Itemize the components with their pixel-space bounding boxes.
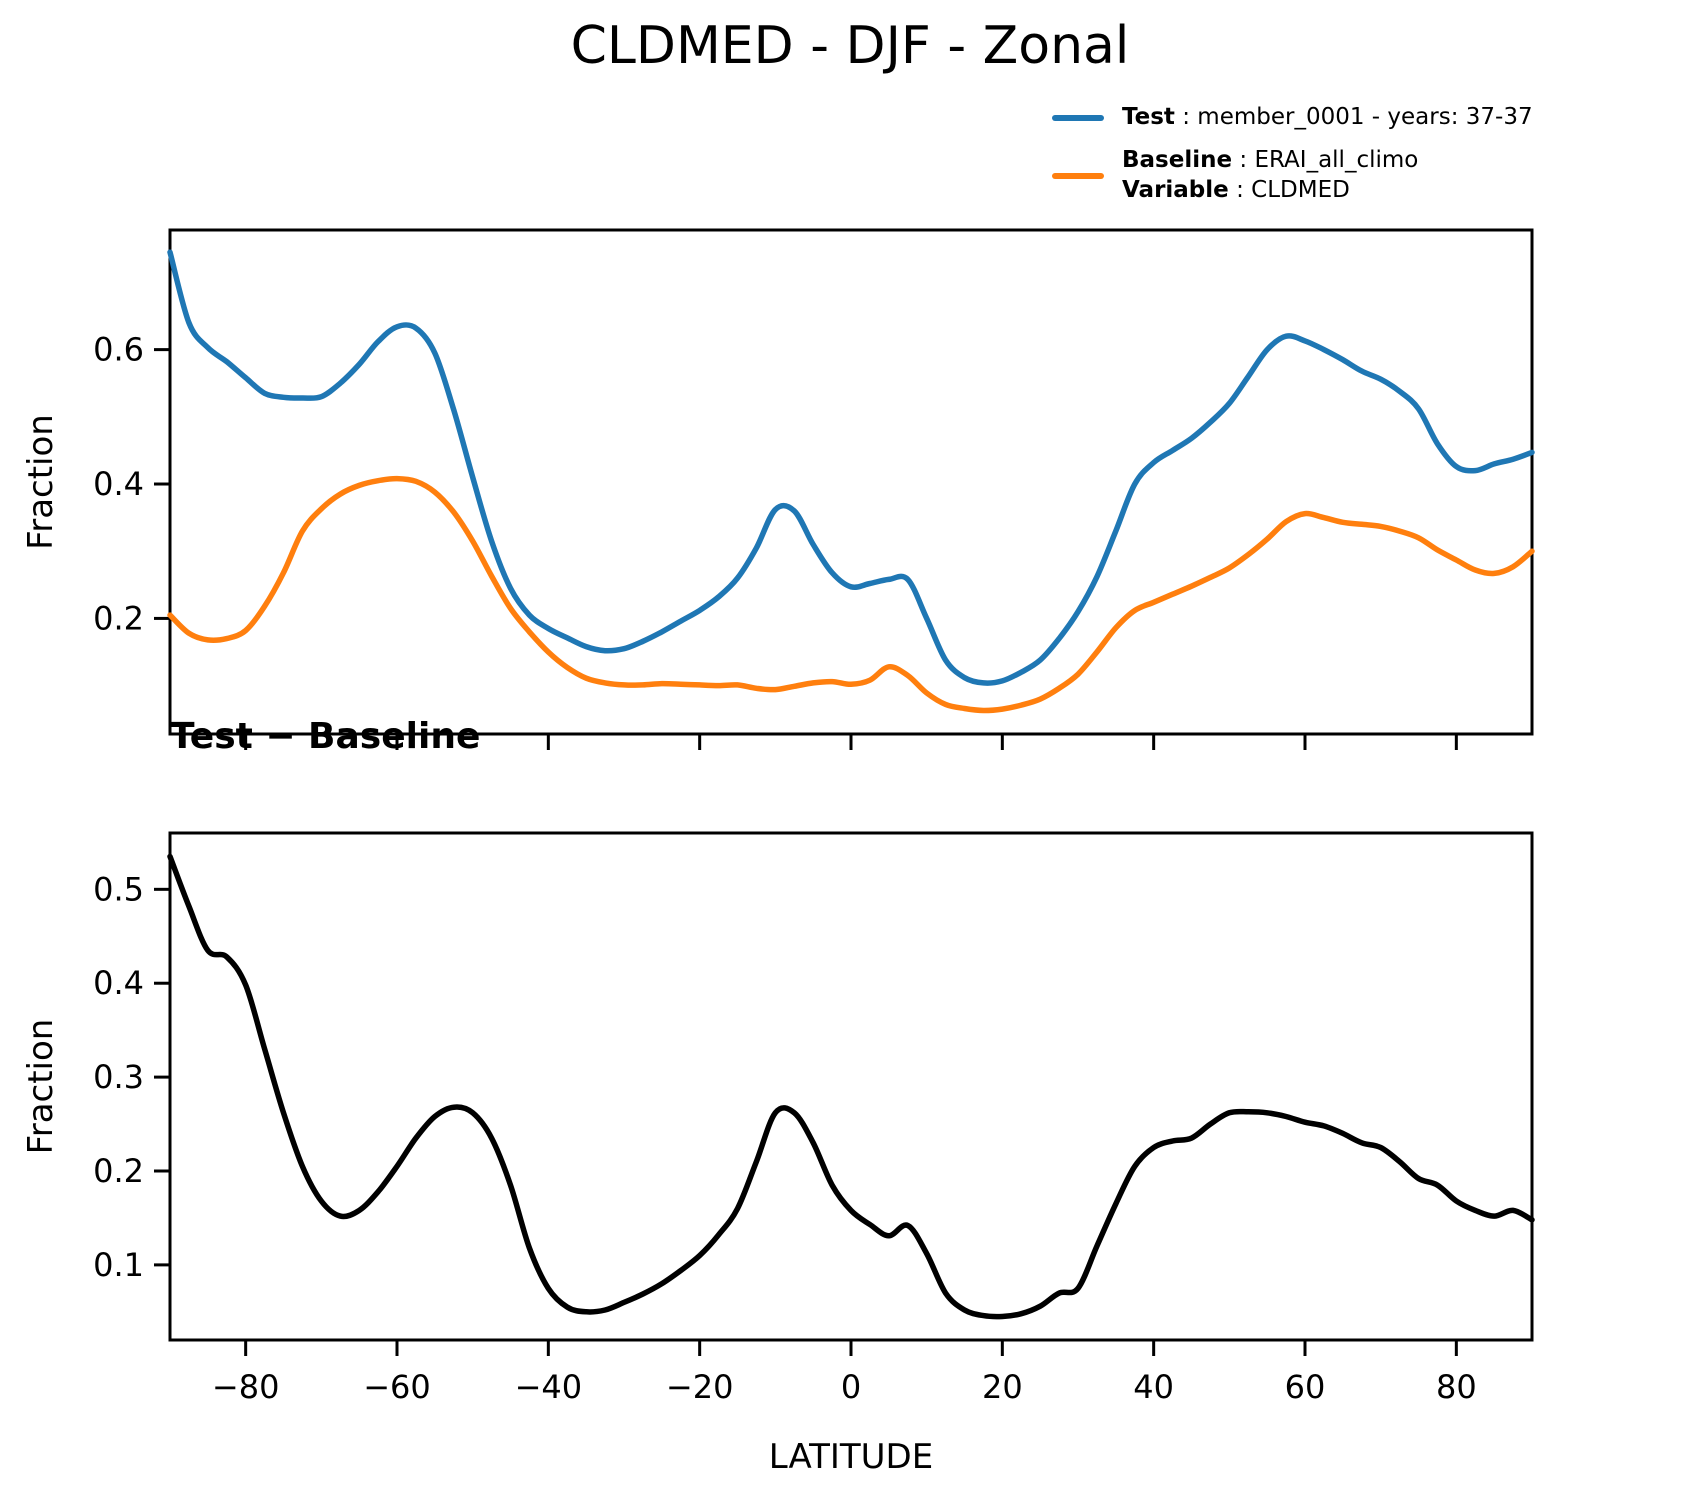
bottom-series-line-0 bbox=[167, 853, 1535, 1320]
bottom-x-tick-label: −40 bbox=[515, 1368, 583, 1406]
top-y-axis-label: Fraction bbox=[21, 414, 61, 550]
bottom-x-axis-label: LATITUDE bbox=[769, 1437, 933, 1477]
bottom-y-tick-label: 0.1 bbox=[93, 1246, 144, 1284]
bottom-y-tick-label: 0.5 bbox=[93, 870, 144, 908]
bottom-y-axis-label: Fraction bbox=[21, 1019, 61, 1155]
top-y-tick-label: 0.4 bbox=[93, 465, 144, 503]
bottom-x-tick-label: 20 bbox=[982, 1368, 1023, 1406]
top-y-tick-label: 0.6 bbox=[93, 331, 144, 369]
legend: Test : member_0001 - years: 37-37 Baseli… bbox=[1052, 103, 1533, 205]
chart-title: CLDMED - DJF - Zonal bbox=[570, 16, 1130, 76]
bottom-x-tick-label: 60 bbox=[1285, 1368, 1326, 1406]
test-line-swatch bbox=[1052, 114, 1104, 121]
bottom-x-tick-label: 80 bbox=[1436, 1368, 1477, 1406]
bottom-y-tick-label: 0.3 bbox=[93, 1058, 144, 1096]
subplot-title-difference: Test − Baseline bbox=[170, 716, 481, 757]
bottom-y-tick-label: 0.4 bbox=[93, 964, 144, 1002]
top-y-tick-label: 0.2 bbox=[93, 599, 144, 637]
bottom-x-tick-label: −20 bbox=[666, 1368, 734, 1406]
bottom-x-tick-label: 0 bbox=[841, 1368, 861, 1406]
bottom-plot-frame bbox=[168, 831, 1534, 1342]
bottom-y-tick-label: 0.2 bbox=[93, 1152, 144, 1190]
legend-label-test: Test : member_0001 - years: 37-37 bbox=[1122, 104, 1533, 130]
bottom-x-tick-label: −60 bbox=[363, 1368, 431, 1406]
bottom-x-tick-label: −80 bbox=[212, 1368, 280, 1406]
legend-label-baseline: Baseline : ERAI_all_climo Variable : CLD… bbox=[1122, 147, 1419, 203]
baseline-line-swatch bbox=[1052, 172, 1104, 179]
top-series-line-1 bbox=[167, 475, 1535, 714]
bottom-x-tick-label: 40 bbox=[1133, 1368, 1174, 1406]
legend-item-baseline: Baseline : ERAI_all_climo Variable : CLD… bbox=[1052, 146, 1533, 205]
legend-item-test: Test : member_0001 - years: 37-37 bbox=[1052, 103, 1533, 132]
top-series-line-0 bbox=[167, 249, 1535, 686]
